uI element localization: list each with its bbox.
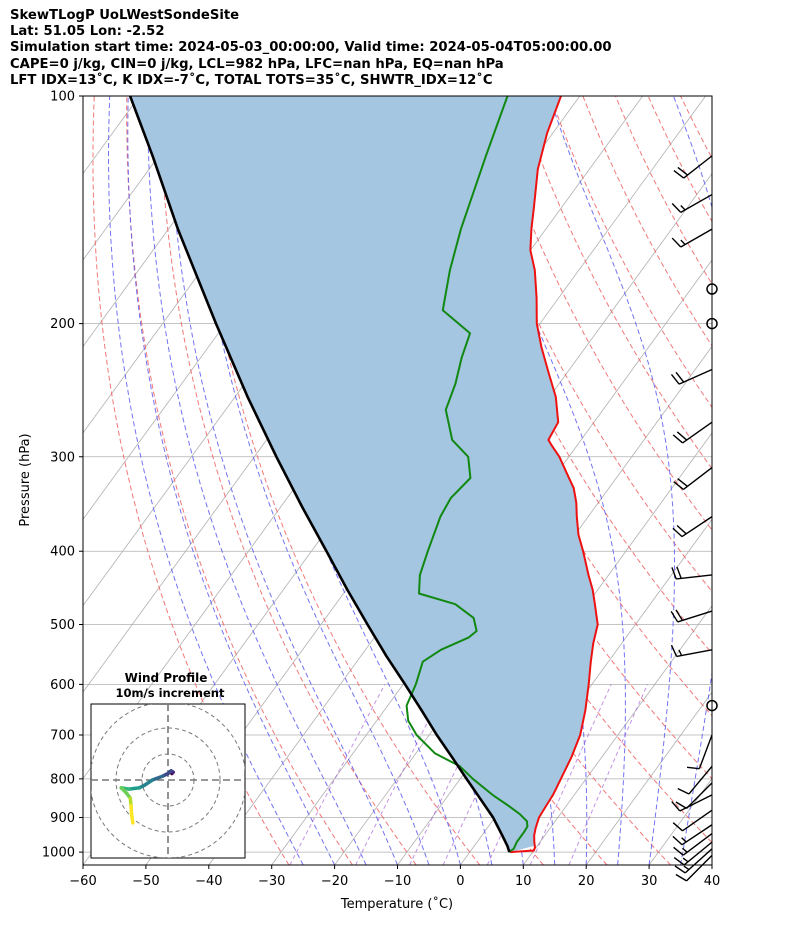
x-tick-label: 0 <box>456 874 464 889</box>
wind-barb <box>674 848 713 874</box>
isotherm-line <box>711 864 712 865</box>
x-tick-label: 40 <box>704 874 721 889</box>
mixing-ratio-line <box>568 684 648 865</box>
moist-adiabat-line <box>107 96 304 865</box>
wind-barb <box>673 155 713 179</box>
dry-adiabat-line <box>713 96 794 865</box>
moist-adiabat-line <box>127 96 336 865</box>
wind-barb <box>677 765 713 795</box>
wind-barb <box>673 841 713 866</box>
dry-adiabat-line <box>517 96 712 470</box>
isotherm-line <box>0 96 77 865</box>
hodograph-segment <box>150 774 165 782</box>
y-tick-label: 500 <box>50 618 75 633</box>
x-tick-label: −40 <box>195 874 222 889</box>
wind-barb <box>673 466 713 490</box>
parcel-profile-line <box>128 96 511 853</box>
y-tick-label: 200 <box>50 317 75 332</box>
y-tick-label: 400 <box>50 545 75 560</box>
chart-header: SkewTLogP UoLWestSondeSite Lat: 51.05 Lo… <box>10 8 612 89</box>
x-tick-label: −20 <box>321 874 348 889</box>
hodograph-inset <box>90 703 246 859</box>
moist-adiabat-line <box>191 96 430 865</box>
wind-barb <box>686 734 713 770</box>
x-tick-label: 30 <box>641 874 658 889</box>
dewpoint-profile-line <box>405 96 529 853</box>
hodograph-segment <box>129 813 135 825</box>
wind-barb <box>675 782 713 809</box>
mixing-ratio-line <box>409 684 499 865</box>
y-tick-label: 900 <box>50 811 75 826</box>
dry-adiabat-line <box>778 96 794 865</box>
y-axis-label: Pressure (hPa) <box>18 433 33 526</box>
wind-barb <box>671 193 713 214</box>
y-tick-label: 700 <box>50 728 75 743</box>
wind-barb <box>673 832 713 856</box>
isotherm-line <box>522 605 712 865</box>
dry-adiabat-line <box>549 96 712 409</box>
y-tick-label: 600 <box>50 678 75 693</box>
dry-adiabat-line <box>158 96 417 865</box>
moist-adiabat-line <box>147 96 367 865</box>
cin-shaded-area <box>130 96 598 853</box>
isotherm-line <box>334 345 712 865</box>
y-tick-label: 1000 <box>42 846 75 861</box>
x-axis-label: Temperature (˚C) <box>340 896 453 912</box>
cape-shade-layer <box>130 96 598 853</box>
x-tick-label: 10 <box>515 874 532 889</box>
wind-barb <box>675 854 713 882</box>
moist-adiabat-line <box>744 96 794 865</box>
station-location: Lat: 51.05 Lon: -2.52 <box>10 24 165 40</box>
y-tick-label: 800 <box>50 772 75 787</box>
wind-barb <box>672 824 713 846</box>
moist-adiabat-line <box>168 96 398 865</box>
cape-cin-summary: CAPE=0 j/kg, CIN=0 j/kg, LCL=982 hPa, LF… <box>10 56 504 72</box>
hodograph-title: Wind Profile <box>125 671 208 685</box>
x-tick-label: −10 <box>384 874 411 889</box>
moist-adiabat-line <box>455 96 626 865</box>
x-tick-label: −60 <box>69 874 96 889</box>
x-tick-label: 20 <box>578 874 595 889</box>
isotherm-line <box>0 96 14 865</box>
stability-indices: LFT IDX=13˚C, K IDX=-7˚C, TOTAL TOTS=35˚… <box>10 72 493 88</box>
wind-barb <box>670 368 713 385</box>
x-tick-label: −50 <box>132 874 159 889</box>
dry-adiabat-line <box>582 96 712 347</box>
mixing-ratio-line <box>529 684 612 865</box>
hodograph-subtitle: 10m/s increment <box>116 686 225 700</box>
wind-barb <box>670 644 713 658</box>
wind-barb <box>671 228 713 248</box>
simulation-time: Simulation start time: 2024-05-03_00:00:… <box>10 40 612 56</box>
wind-barbs-layer <box>670 155 718 882</box>
x-tick-label: −30 <box>258 874 285 889</box>
profile-lines-layer <box>128 96 599 854</box>
dry-adiabat-line <box>615 96 712 285</box>
dry-adiabat-line <box>680 96 712 160</box>
wind-barb <box>672 516 713 538</box>
axis-ticks-layer: −60 −50 −40 −30 −20 −10 0 10 20 30 40 1000 900 800 700… <box>42 90 720 890</box>
isotherm-line <box>83 96 203 261</box>
dry-adiabat-line <box>126 96 353 865</box>
isotherm-line <box>585 691 712 865</box>
mixing-ratio-line <box>289 684 386 865</box>
wind-barb <box>670 609 713 623</box>
isotherm-line <box>83 96 266 348</box>
dry-adiabat-line <box>746 96 794 865</box>
wind-barb <box>671 566 713 580</box>
chart-title: SkewTLogP UoLWestSondeSite <box>10 8 240 23</box>
moist-adiabat-line <box>711 862 712 865</box>
wind-barb <box>672 421 713 444</box>
y-tick-label: 100 <box>50 90 75 105</box>
temperature-profile-line <box>509 96 599 854</box>
y-tick-label: 300 <box>50 450 75 465</box>
wind-barb <box>672 809 713 832</box>
